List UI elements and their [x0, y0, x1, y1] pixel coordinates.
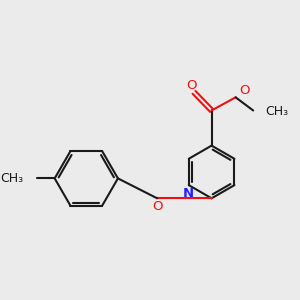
Text: O: O — [186, 79, 196, 92]
Text: CH₃: CH₃ — [265, 105, 288, 119]
Text: O: O — [239, 84, 250, 98]
Text: O: O — [152, 200, 163, 213]
Text: CH₃: CH₃ — [0, 172, 23, 185]
Text: N: N — [183, 188, 194, 200]
